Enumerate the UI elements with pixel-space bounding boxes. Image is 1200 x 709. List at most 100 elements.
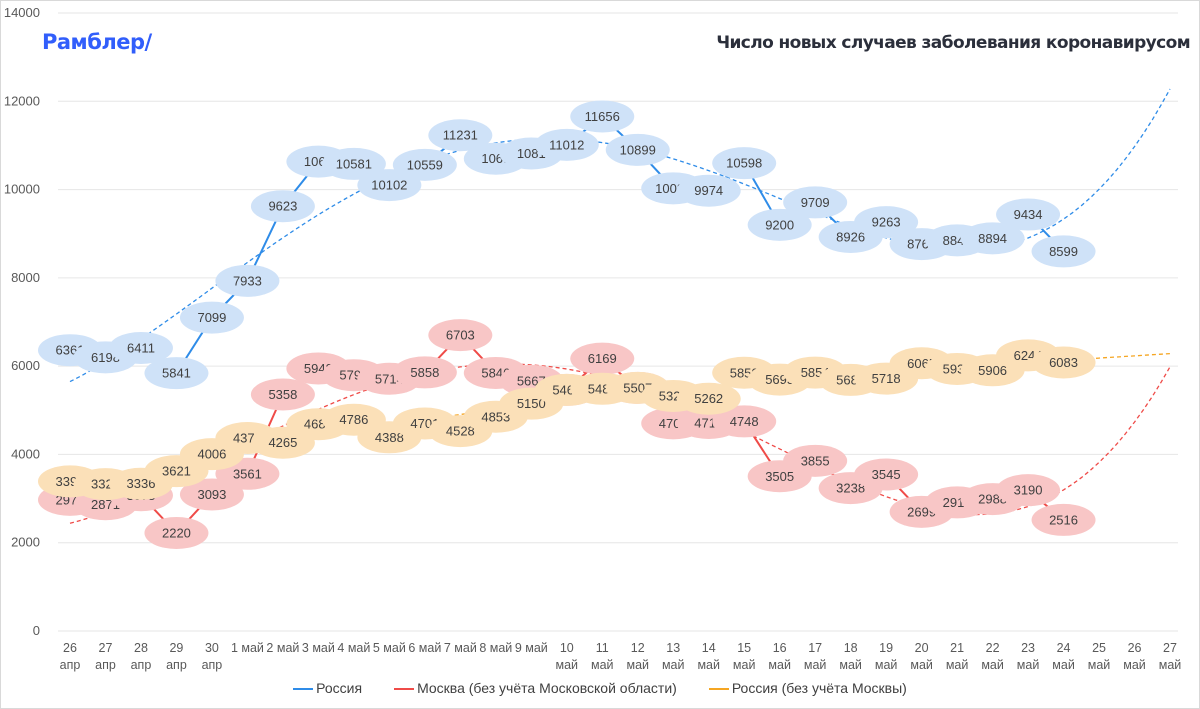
data-point: 11656 [570, 100, 635, 133]
data-label: 7933 [233, 273, 262, 288]
x-tick-label: 1 май [231, 641, 264, 655]
data-point: 3545 [854, 458, 919, 491]
data-label-bubble [676, 382, 741, 415]
y-tick-label: 0 [33, 623, 40, 638]
data-point: 7099 [179, 301, 244, 334]
y-tick-label: 4000 [11, 446, 40, 461]
x-tick-label: 16 май [768, 641, 791, 672]
data-label: 3561 [233, 466, 262, 481]
data-label: 9974 [694, 183, 723, 198]
data-label: 8926 [836, 229, 865, 244]
data-point: 5262 [676, 382, 741, 415]
x-tick-label: 26 май [1123, 641, 1146, 672]
data-label: 10899 [620, 142, 656, 157]
y-tick-label: 8000 [11, 270, 40, 285]
y-tick-label: 12000 [4, 93, 40, 108]
data-label-bubble [712, 405, 777, 438]
y-tick-label: 14000 [4, 5, 40, 20]
data-label-bubble [747, 208, 812, 241]
x-tick-label: 22 май [981, 641, 1004, 672]
data-label: 4853 [481, 409, 510, 424]
x-tick-label: 2 май [266, 641, 299, 655]
x-tick-label: 11 май [591, 641, 614, 672]
data-label: 5150 [517, 396, 546, 411]
data-label: 4388 [375, 430, 404, 445]
data-point: 5841 [144, 357, 209, 390]
data-point: 6083 [1031, 346, 1096, 379]
x-tick-label: 27 апр [95, 641, 116, 672]
data-label-bubble [179, 301, 244, 334]
data-label-bubble [960, 222, 1025, 255]
x-tick-label: 8 май [479, 641, 512, 655]
data-label: 6411 [127, 341, 155, 356]
chart-title: Число новых случаев заболевания коронави… [716, 33, 1190, 53]
data-point: 6411 [108, 332, 173, 365]
rambler-logo: Рамблер/ [42, 30, 152, 54]
data-label-bubble [570, 100, 635, 133]
x-tick-label: 28 апр [131, 641, 152, 672]
legend-label: Россия [316, 680, 363, 696]
x-tick-label: 26 апр [60, 641, 81, 672]
x-tick-label: 6 май [408, 641, 441, 655]
data-point: 10581 [321, 147, 386, 180]
x-tick-label: 17 май [804, 641, 827, 672]
x-tick-label: 5 май [373, 641, 406, 655]
data-label: 11656 [585, 109, 620, 124]
x-tick-label: 13 май [662, 641, 685, 672]
data-label: 5358 [268, 387, 297, 402]
data-label-bubble [392, 148, 457, 181]
legend-item: Москва (без учёта Московской области) [394, 680, 677, 696]
data-label-bubble [570, 342, 635, 375]
data-label: 5262 [694, 391, 723, 406]
data-point: 4748 [712, 405, 777, 438]
x-tick-label: 23 май [1017, 641, 1040, 672]
data-label-bubble [1031, 235, 1096, 268]
x-tick-label: 25 май [1088, 641, 1111, 672]
data-label: 3093 [197, 487, 226, 502]
data-label: 8894 [978, 231, 1007, 246]
x-tick-label: 7 май [444, 641, 477, 655]
x-tick-label: 15 май [733, 641, 756, 672]
x-tick-label: 3 май [302, 641, 335, 655]
data-point: 3190 [996, 474, 1061, 507]
data-label: 11231 [443, 128, 478, 143]
data-label-bubble [215, 264, 280, 297]
data-label: 3238 [836, 481, 865, 496]
data-point: 9623 [250, 190, 315, 223]
data-label: 4006 [197, 447, 226, 462]
data-point: 10598 [712, 147, 777, 180]
data-label: 3855 [801, 453, 830, 468]
data-point: 11012 [534, 128, 599, 161]
data-label: 2516 [1049, 512, 1078, 527]
data-label: 10559 [407, 157, 443, 172]
legend-swatch [708, 688, 729, 691]
data-label: 5906 [978, 363, 1007, 378]
data-point: 3855 [783, 444, 848, 477]
data-label-bubble [996, 474, 1061, 507]
x-tick-label: 4 май [337, 641, 370, 655]
x-tick-label: 24 май [1052, 641, 1075, 672]
data-point: 10899 [605, 133, 670, 166]
data-label-bubble [392, 356, 457, 389]
legend-item: Россия (без учёта Москвы) [708, 680, 907, 696]
legend: Россия Москва (без учёта Московской облас… [0, 680, 1200, 696]
legend-label: Москва (без учёта Московской области) [417, 680, 677, 696]
data-point: 2220 [144, 517, 209, 550]
x-tick-label: 9 май [515, 641, 548, 655]
y-tick-label: 2000 [11, 535, 40, 550]
data-label-bubble [108, 332, 173, 365]
x-tick-label: 19 май [875, 641, 898, 672]
data-label-bubble [250, 190, 315, 223]
data-label: 5858 [410, 365, 439, 380]
data-label: 3621 [162, 464, 191, 479]
data-label-bubble [854, 458, 919, 491]
x-tick-label: 29 апр [166, 641, 187, 672]
y-tick-label: 10000 [4, 182, 40, 197]
legend-label: Россия (без учёта Москвы) [731, 680, 907, 696]
y-axis-ticks: 0 2000 4000 6000 8000 10000 12000 14000 [4, 5, 40, 638]
data-point: 9434 [996, 198, 1061, 231]
data-point: 6703 [428, 319, 493, 352]
data-label: 3505 [765, 469, 794, 484]
